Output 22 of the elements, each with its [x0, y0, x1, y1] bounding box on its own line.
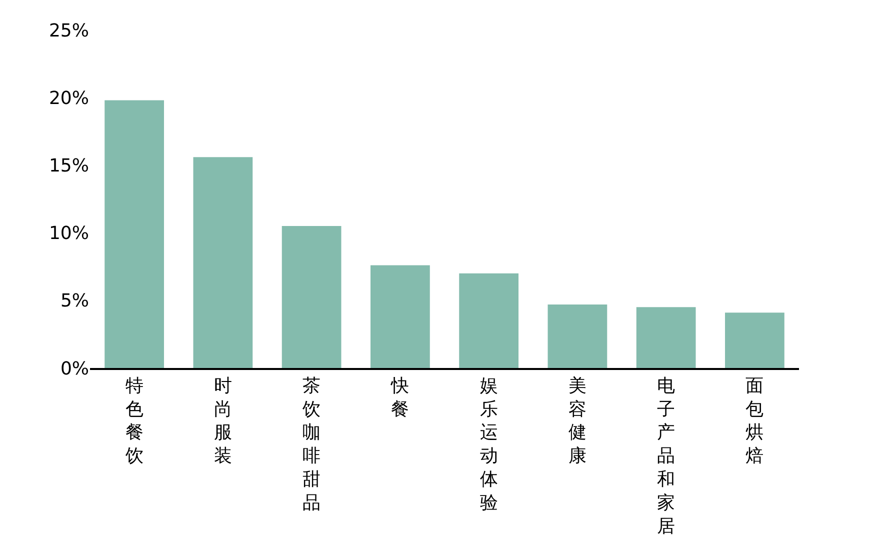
x-tick-label: 娱乐运动体验 — [480, 375, 498, 514]
bar — [193, 157, 253, 368]
bar — [104, 100, 164, 368]
x-tick-label: 电子产品和家居 — [657, 375, 676, 537]
bar — [282, 226, 342, 368]
x-tick-label: 面包烘焙 — [746, 375, 764, 467]
y-tick-label: 10% — [48, 223, 89, 244]
y-tick-label: 20% — [48, 88, 89, 109]
x-tick-label: 茶饮咖啡甜品 — [302, 375, 321, 514]
y-tick-label: 5% — [60, 290, 89, 312]
bar — [548, 304, 608, 368]
x-tick-label: 快餐 — [390, 375, 410, 420]
x-tick-label: 美容健康 — [568, 375, 586, 467]
y-tick-label: 0% — [60, 358, 89, 380]
bar — [370, 265, 430, 368]
bar — [725, 312, 784, 368]
y-tick-label: 15% — [48, 156, 89, 176]
y-tick-label: 25% — [48, 20, 89, 42]
x-tick-label: 时尚服装 — [214, 375, 232, 467]
x-tick-label: 特色餐饮 — [124, 375, 144, 467]
bar — [459, 273, 518, 368]
bar — [636, 307, 696, 368]
